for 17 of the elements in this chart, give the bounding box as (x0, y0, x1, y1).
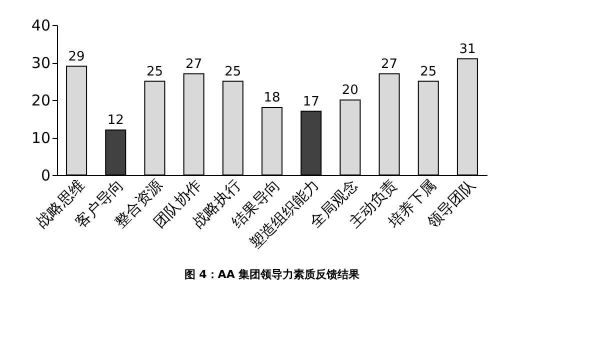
data-label: 12 (107, 113, 124, 128)
data-label: 17 (302, 94, 320, 110)
data-label: 31 (459, 42, 476, 57)
y-tick-label: 20 (31, 92, 50, 110)
data-label: 25 (420, 64, 437, 80)
y-tick-label: 0 (40, 166, 50, 184)
data-label: 25 (146, 64, 163, 80)
data-label: 29 (68, 49, 85, 64)
text: 图 4：AA 集团领导力素质反馈结果 (184, 268, 361, 282)
y-tick-label: 30 (31, 54, 50, 72)
y-tick-label: 10 (31, 129, 50, 147)
y-tick-label: 40 (31, 16, 50, 34)
data-label: 27 (381, 56, 398, 72)
data-label: 18 (264, 90, 280, 106)
data-label: 20 (342, 83, 358, 98)
data-label: 25 (224, 64, 242, 80)
data-label: 27 (186, 56, 202, 72)
